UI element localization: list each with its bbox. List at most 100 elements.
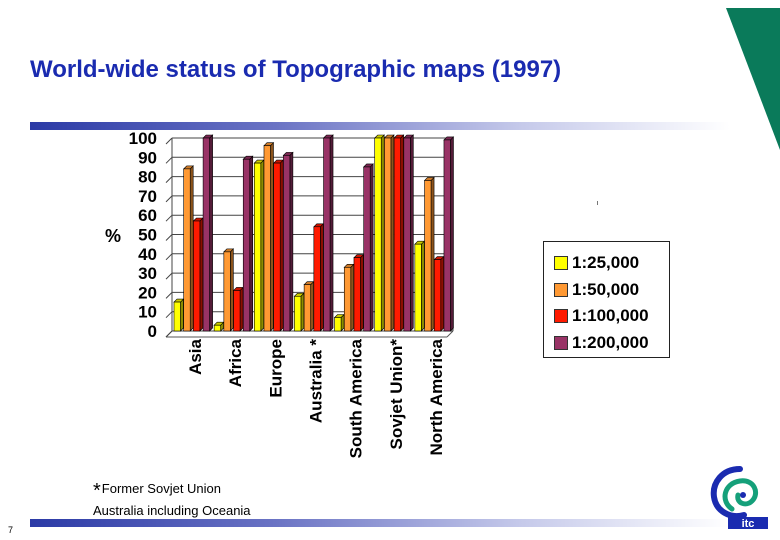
bar [294,295,302,332]
y-tick-label: 80 [138,168,157,187]
bar-side [369,163,374,332]
x-tick-label: North America [427,338,446,455]
bar-side [430,176,435,332]
bar [273,162,281,332]
gridline-depth [165,272,173,280]
y-tick-label: 30 [138,264,157,283]
legend-label: 1:25,000 [572,253,640,273]
bar-side [421,240,425,332]
y-tick-label: 20 [138,283,157,302]
bar [374,137,382,332]
bar [202,137,210,332]
y-tick-label: 90 [138,148,157,167]
gridline-depth [165,137,173,145]
bar [173,301,181,332]
bar-side [329,134,334,332]
bar [263,145,271,332]
bar [334,317,342,332]
bar-side [360,253,364,332]
bar [363,166,371,332]
legend-item: 1:50,000 [554,277,669,304]
bar [393,137,401,332]
footnote-text: Former Sovjet Union [101,481,222,496]
x-tick-label: South America [347,338,366,458]
bar [414,243,422,332]
bar-side [239,286,244,332]
bar [353,257,361,332]
bar-side [440,255,445,332]
bar [343,267,352,332]
gridline-depth [165,311,173,319]
bar [403,137,411,332]
bar-side [450,136,454,332]
title-underline [30,122,730,130]
logo-dot [740,492,746,498]
legend-item: 1:200,000 [554,330,669,357]
x-tick-label: Sovjet Union* [387,339,406,450]
bar-side [400,134,404,332]
itc-logo: itc [710,466,768,530]
bar-side [320,223,324,332]
y-axis-label: % [105,226,121,246]
bar-side [249,155,254,332]
y-tick-label: 10 [138,303,157,322]
bar [443,139,451,332]
gridline-depth [165,292,173,299]
bar [213,324,221,332]
bar [283,155,291,332]
legend-item: 1:100,000 [554,303,669,330]
bar [223,251,231,332]
logo-swirl-outer [710,466,747,519]
bottom-rule [30,519,730,527]
stray-mark [597,201,598,205]
logo-swirl-inner [722,478,758,512]
y-tick-label: 70 [138,187,157,206]
bar-side [180,298,184,332]
bar [313,226,321,332]
bar [253,162,262,332]
gridline-depth [165,156,173,164]
legend-label: 1:50,000 [572,279,640,299]
x-tick-label: Australia * [307,339,326,423]
legend-label: 1:100,000 [572,306,649,326]
gridline-depth [165,330,173,338]
bar-side [350,263,355,332]
bar-side [230,248,234,332]
bar-side [209,134,213,332]
y-tick-label: 100 [129,129,157,148]
bar [433,259,442,332]
bar [193,220,201,332]
bar-side [279,159,284,332]
gridline-depth [165,176,173,183]
chart-legend: 1:25,000 1:50,000 1:100,000 1:200,000 [543,241,670,358]
gridline-depth [165,253,173,261]
bar-side [300,292,305,332]
legend-label: 1:200,000 [572,332,649,352]
logo-text: itc [742,518,755,530]
bar [242,158,251,332]
bar-side [260,159,265,332]
footnote-australia: Australia including Oceania [93,503,251,518]
gridline-depth [165,234,173,241]
legend-item: 1:25,000 [554,250,669,277]
page-number: 7 [8,525,14,535]
legend-swatch [554,282,568,297]
bar [233,290,241,332]
bar-side [310,280,314,332]
bar-side [199,217,204,332]
floor-edge [446,330,454,338]
y-tick-label: 60 [138,206,157,225]
legend-swatch [554,256,568,271]
legend-swatch [554,335,568,350]
bar [183,168,191,332]
bar-side [390,134,395,332]
bar-side [189,165,194,332]
y-tick-label: 50 [138,226,157,245]
bar-side [270,141,274,332]
x-tick-label: Europe [266,339,285,398]
y-tick-label: 40 [138,245,157,264]
bar-side [289,151,294,332]
y-tick-label: 0 [148,322,157,341]
logo-text-bar [728,517,768,529]
